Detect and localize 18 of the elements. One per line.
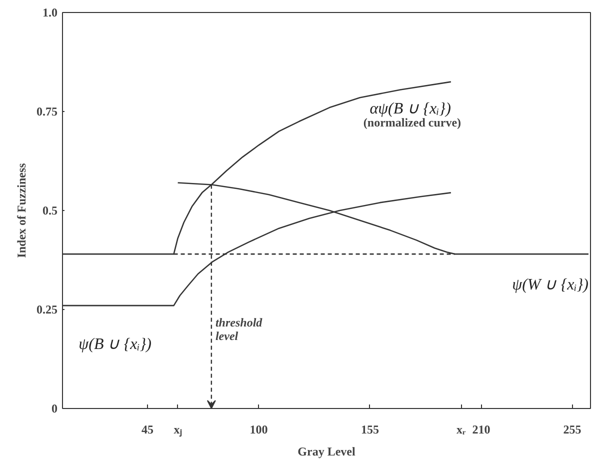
series-label: ψ(W ∪ {xᵢ}) <box>512 276 588 294</box>
x-tick-label: 210 <box>472 422 490 436</box>
x-tick-label: 100 <box>250 422 268 436</box>
y-tick-label: 0.75 <box>36 104 58 118</box>
series-label: αψ(B ∪ {xᵢ}) <box>370 100 451 118</box>
x-tick-label: xⱼ <box>174 422 182 438</box>
y-tick-label: 0 <box>52 402 58 416</box>
x-tick-label: xᵣ <box>456 422 466 436</box>
y-axis-title: Index of Fuzziness <box>14 162 28 258</box>
x-tick-label: 155 <box>360 422 379 436</box>
annotation: threshold level <box>215 315 264 344</box>
y-tick-label: 0.25 <box>36 302 58 316</box>
y-tick-label: 0.5 <box>42 204 58 218</box>
x-axis-title: Gray Level <box>298 444 356 458</box>
x-tick-label: 45 <box>141 422 154 436</box>
x-tick-label: 255 <box>563 422 582 436</box>
y-tick-label: 1.0 <box>42 6 58 20</box>
series-label: ψ(B ∪ {xᵢ}) <box>78 336 152 354</box>
